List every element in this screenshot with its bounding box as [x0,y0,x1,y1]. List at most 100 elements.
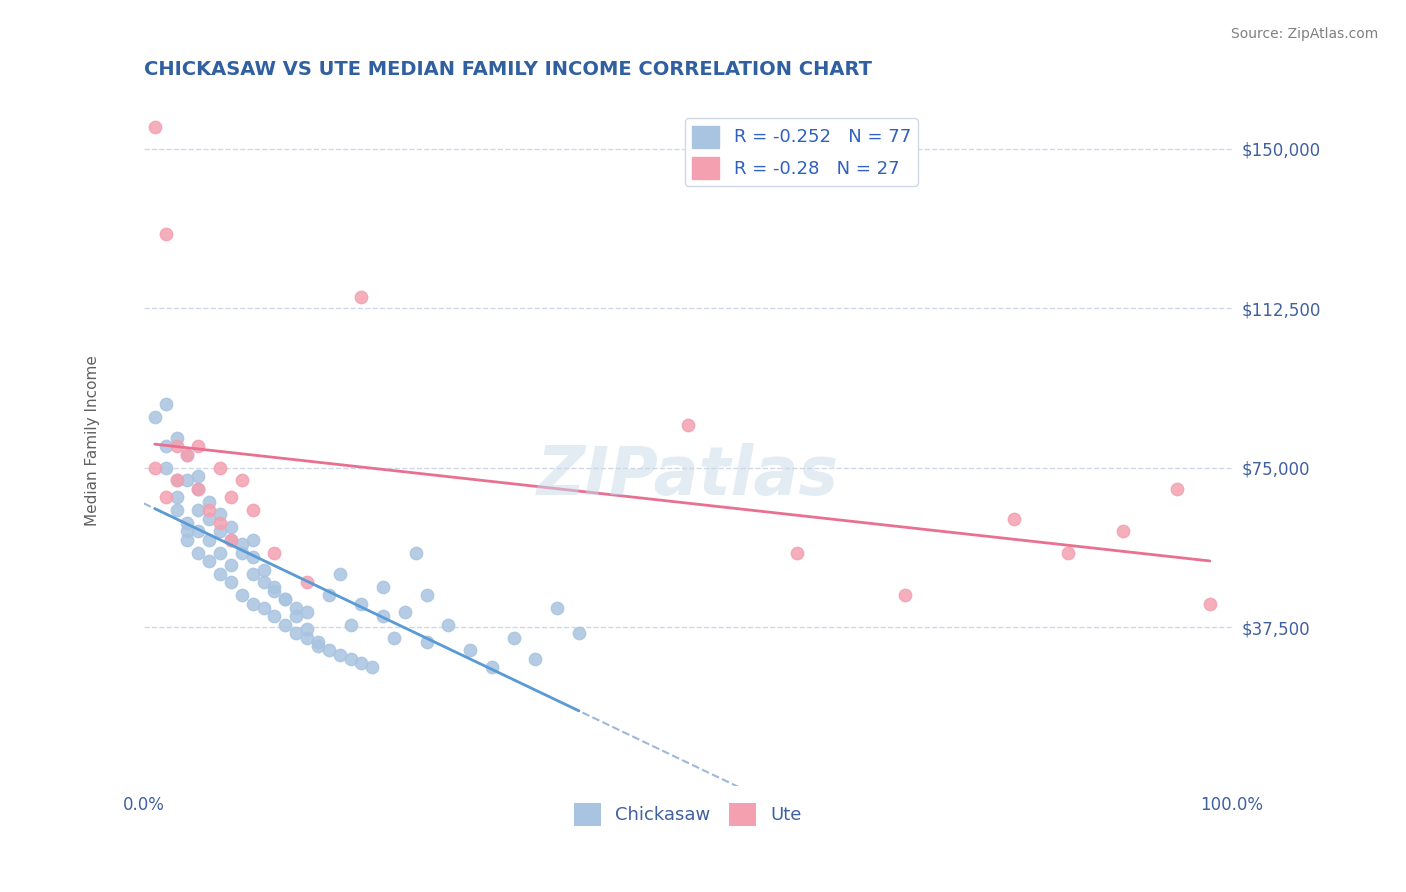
Legend: Chickasaw, Ute: Chickasaw, Ute [567,797,808,833]
Chickasaw [187,469,209,483]
Chickasaw [208,524,231,539]
Chickasaw [219,520,242,534]
Chickasaw [415,588,437,602]
Ute [187,482,209,496]
Chickasaw [187,503,209,517]
Chickasaw [274,618,297,632]
Ute [187,439,209,453]
Chickasaw [546,600,568,615]
Chickasaw [155,439,177,453]
Chickasaw [176,448,198,462]
Chickasaw [166,431,188,445]
Chickasaw [208,545,231,559]
Chickasaw [285,600,308,615]
Ute [1002,511,1025,525]
Chickasaw [231,537,253,551]
Chickasaw [350,656,373,670]
Chickasaw [350,597,373,611]
Chickasaw [329,648,352,662]
Ute [1166,482,1188,496]
Chickasaw [252,575,274,590]
Chickasaw [187,545,209,559]
Chickasaw [166,491,188,505]
Chickasaw [198,511,221,525]
Chickasaw [329,566,352,581]
Ute [208,460,231,475]
Text: CHICKASAW VS UTE MEDIAN FAMILY INCOME CORRELATION CHART: CHICKASAW VS UTE MEDIAN FAMILY INCOME CO… [143,60,872,78]
Text: ZIPatlas: ZIPatlas [537,442,839,508]
Chickasaw [295,631,318,645]
Chickasaw [394,605,416,619]
Ute [295,575,318,590]
Chickasaw [242,533,264,547]
Ute [198,503,221,517]
Chickasaw [339,652,361,666]
Ute [143,120,166,135]
Chickasaw [285,609,308,624]
Chickasaw [458,643,481,657]
Chickasaw [231,588,253,602]
Chickasaw [274,592,297,607]
Ute [1112,524,1135,539]
Chickasaw [318,588,340,602]
Ute [1057,545,1080,559]
Ute [208,516,231,530]
Chickasaw [437,618,460,632]
Chickasaw [382,631,405,645]
Chickasaw [187,524,209,539]
Chickasaw [263,609,285,624]
Chickasaw [208,508,231,522]
Chickasaw [176,524,198,539]
Chickasaw [274,592,297,607]
Ute [219,533,242,547]
Chickasaw [307,635,329,649]
Chickasaw [231,545,253,559]
Chickasaw [263,580,285,594]
Chickasaw [155,460,177,475]
Y-axis label: Median Family Income: Median Family Income [86,356,100,526]
Ute [894,588,917,602]
Ute [176,448,198,462]
Chickasaw [524,652,547,666]
Chickasaw [155,397,177,411]
Ute [166,439,188,453]
Chickasaw [339,618,361,632]
Chickasaw [405,545,427,559]
Chickasaw [187,482,209,496]
Ute [219,491,242,505]
Chickasaw [373,580,395,594]
Chickasaw [481,660,503,674]
Chickasaw [176,516,198,530]
Chickasaw [219,575,242,590]
Ute [676,417,699,432]
Chickasaw [252,600,274,615]
Ute [166,473,188,487]
Chickasaw [219,533,242,547]
Chickasaw [198,494,221,508]
Chickasaw [307,639,329,653]
Chickasaw [176,533,198,547]
Ute [155,227,177,241]
Chickasaw [295,605,318,619]
Chickasaw [568,626,591,640]
Chickasaw [143,409,166,424]
Chickasaw [219,558,242,573]
Ute [350,290,373,304]
Chickasaw [242,549,264,564]
Ute [242,503,264,517]
Chickasaw [198,554,221,568]
Chickasaw [198,533,221,547]
Chickasaw [166,473,188,487]
Chickasaw [252,563,274,577]
Chickasaw [176,473,198,487]
Ute [263,545,285,559]
Ute [1198,597,1220,611]
Chickasaw [373,609,395,624]
Ute [143,460,166,475]
Text: Source: ZipAtlas.com: Source: ZipAtlas.com [1230,27,1378,41]
Chickasaw [166,503,188,517]
Chickasaw [502,631,524,645]
Chickasaw [295,622,318,636]
Chickasaw [242,597,264,611]
Chickasaw [361,660,384,674]
